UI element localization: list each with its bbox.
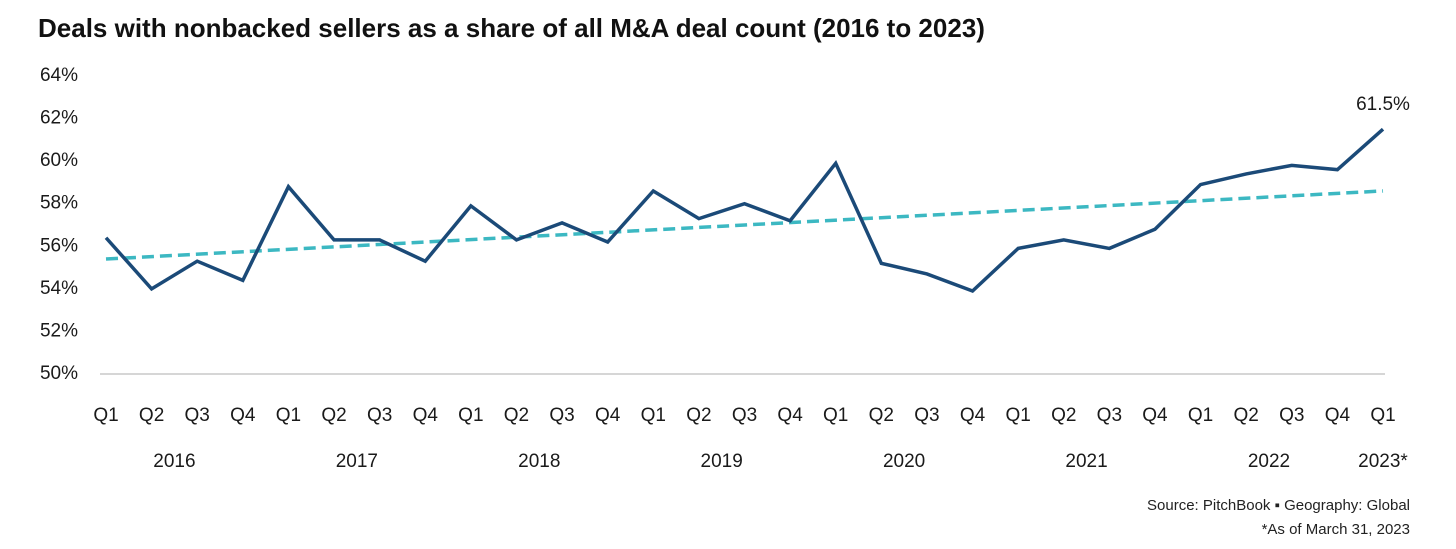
source-note: Source: PitchBook ▪ Geography: Global: [1147, 497, 1410, 514]
x-tick-label: Q2: [139, 405, 164, 426]
x-tick-label: Q2: [504, 405, 529, 426]
x-tick-label: Q1: [1005, 405, 1030, 426]
x-tick-label: Q3: [732, 405, 757, 426]
y-tick-label: 54%: [40, 278, 78, 299]
x-tick-label: Q1: [641, 405, 666, 426]
year-label: 2023*: [1358, 451, 1408, 472]
year-label: 2017: [336, 451, 378, 472]
y-tick-label: 62%: [40, 108, 78, 129]
y-tick-label: 60%: [40, 150, 78, 171]
year-label: 2021: [1065, 451, 1107, 472]
x-tick-label: Q4: [230, 405, 256, 426]
x-tick-label: Q4: [1325, 405, 1351, 426]
x-tick-label: Q1: [93, 405, 118, 426]
footnote: *As of March 31, 2023: [1262, 521, 1410, 538]
data-label: 61.5%: [1356, 94, 1410, 115]
x-tick-label: Q2: [686, 405, 711, 426]
x-tick-label: Q1: [1188, 405, 1213, 426]
x-tick-label: Q2: [1051, 405, 1076, 426]
y-tick-label: 58%: [40, 193, 78, 214]
x-tick-label: Q2: [1233, 405, 1258, 426]
year-label: 2016: [153, 451, 195, 472]
year-label: 2022: [1248, 451, 1290, 472]
x-tick-label: Q3: [549, 405, 574, 426]
y-tick-label: 50%: [40, 363, 78, 384]
y-tick-label: 56%: [40, 235, 78, 256]
x-tick-label: Q1: [823, 405, 848, 426]
x-tick-label: Q4: [595, 405, 621, 426]
x-tick-label: Q4: [1142, 405, 1168, 426]
x-tick-label: Q3: [1097, 405, 1122, 426]
x-tick-label: Q3: [367, 405, 392, 426]
x-tick-label: Q4: [960, 405, 986, 426]
x-tick-label: Q2: [869, 405, 894, 426]
data-line: [104, 127, 1385, 294]
x-tick-label: Q3: [1279, 405, 1304, 426]
year-label: 2018: [518, 451, 560, 472]
year-label: 2019: [701, 451, 743, 472]
x-tick-label: Q3: [914, 405, 939, 426]
x-tick-label: Q1: [458, 405, 483, 426]
chart-title: Deals with nonbacked sellers as a share …: [38, 13, 985, 43]
x-tick-label: Q1: [1370, 405, 1395, 426]
x-tick-label: Q2: [321, 405, 346, 426]
x-tick-label: Q1: [276, 405, 301, 426]
y-tick-label: 52%: [40, 320, 78, 341]
x-tick-label: Q4: [777, 405, 803, 426]
x-tick-label: Q4: [413, 405, 439, 426]
y-tick-label: 64%: [40, 65, 78, 86]
trendline: [105, 189, 1384, 261]
x-tick-label: Q3: [185, 405, 210, 426]
year-label: 2020: [883, 451, 925, 472]
